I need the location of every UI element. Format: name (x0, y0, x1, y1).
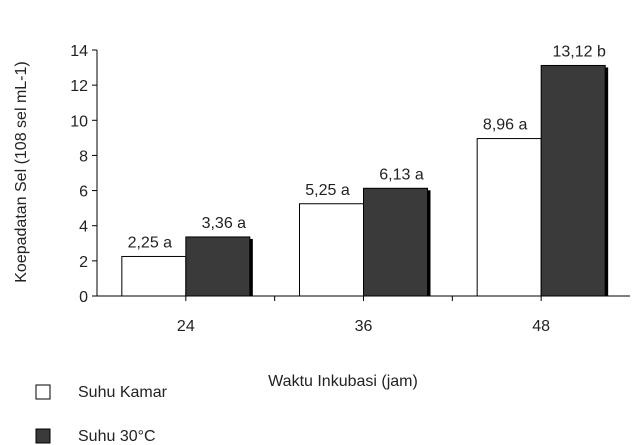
x-tick-label: 36 (355, 318, 373, 335)
data-label: 6,13 a (379, 166, 424, 183)
bars (121, 64, 609, 297)
legend-label-suhu-30c: Suhu 30°C (78, 428, 156, 445)
bar-suhu-kamar (299, 203, 364, 297)
y-axis-label: Koepadatan Sel (108 sel mL-1) (13, 61, 30, 282)
y-tick-label: 10 (70, 113, 88, 130)
y-axis-ticks: 0 2 4 6 8 10 12 14 (70, 43, 97, 306)
y-tick-label: 14 (70, 43, 88, 60)
bar-suhu-30c (363, 187, 428, 297)
bar-suhu-kamar (121, 255, 187, 297)
data-label: 13,12 b (552, 43, 605, 60)
data-label: 3,36 a (202, 215, 247, 232)
y-tick-label: 4 (79, 219, 88, 236)
y-tick-label: 8 (79, 148, 88, 165)
legend-swatch-suhu-kamar (35, 384, 51, 400)
x-axis-label: Waktu Inkubasi (jam) (268, 373, 418, 390)
legend-label-suhu-kamar: Suhu Kamar (78, 384, 168, 401)
legend: Suhu Kamar Suhu 30°C (35, 384, 168, 445)
legend-swatch-suhu-30c (35, 428, 51, 444)
data-label: 5,25 a (305, 182, 350, 199)
y-tick-label: 2 (79, 254, 88, 271)
bar-suhu-kamar (476, 138, 542, 297)
bar-suhu-30c (540, 64, 606, 297)
y-tick-label: 0 (79, 289, 88, 306)
x-tick-label: 24 (177, 318, 195, 335)
x-tick-label: 48 (532, 318, 550, 335)
data-label: 2,25 a (128, 234, 173, 251)
data-label: 8,96 a (483, 117, 528, 134)
data-labels: 2,25 a 3,36 a 5,25 a 6,13 a 8,96 a 13,12 b (128, 43, 606, 251)
x-axis-ticks: 24 36 48 (177, 296, 550, 335)
y-tick-label: 6 (79, 184, 88, 201)
bar-suhu-30c (185, 236, 251, 297)
y-tick-label: 12 (70, 78, 88, 95)
